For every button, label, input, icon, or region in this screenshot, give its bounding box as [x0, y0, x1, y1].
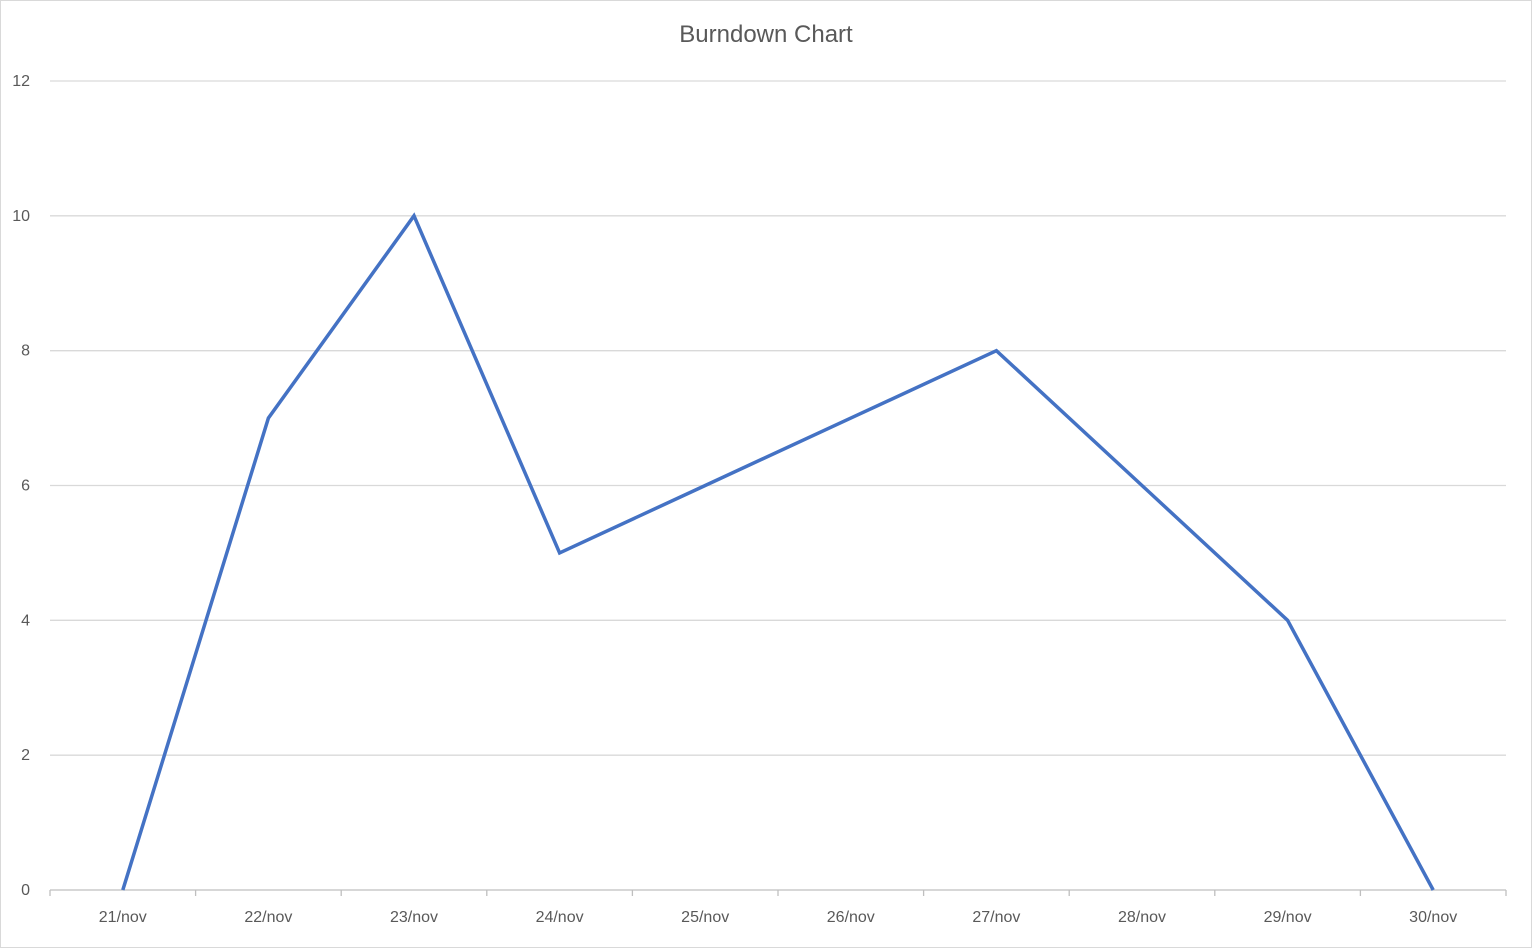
y-axis-ticks: 0 2 4 6 8 10 12 — [12, 73, 30, 899]
x-tick-label: 28/nov — [1118, 909, 1166, 926]
y-tick-label: 4 — [21, 612, 30, 629]
y-tick-label: 8 — [21, 343, 30, 360]
x-tick-label: 25/nov — [681, 909, 729, 926]
gridlines — [50, 80, 1506, 756]
x-tick-label: 26/nov — [827, 909, 875, 926]
y-tick-label: 0 — [21, 882, 30, 899]
x-tick-label: 24/nov — [536, 909, 584, 926]
series-line — [121, 212, 1435, 891]
x-tick-label: 27/nov — [972, 909, 1020, 926]
x-tick-label: 22/nov — [244, 909, 292, 926]
series-layer — [121, 212, 1435, 891]
x-tick-label: 21/nov — [99, 909, 147, 926]
x-axis-ticks: 21/nov 22/nov 23/nov 24/nov 25/nov 26/nov 27/n… — [99, 909, 1457, 926]
chart-title: Burndown Chart — [679, 21, 853, 48]
x-tick-label: 23/nov — [390, 909, 438, 926]
x-tick-label: 29/nov — [1264, 909, 1312, 926]
y-tick-label: 10 — [12, 208, 30, 225]
x-tick-label: 30/nov — [1409, 909, 1457, 926]
y-tick-label: 12 — [12, 73, 30, 90]
y-tick-label: 2 — [21, 747, 30, 764]
y-tick-label: 6 — [21, 478, 30, 495]
x-axis — [49, 889, 1507, 896]
